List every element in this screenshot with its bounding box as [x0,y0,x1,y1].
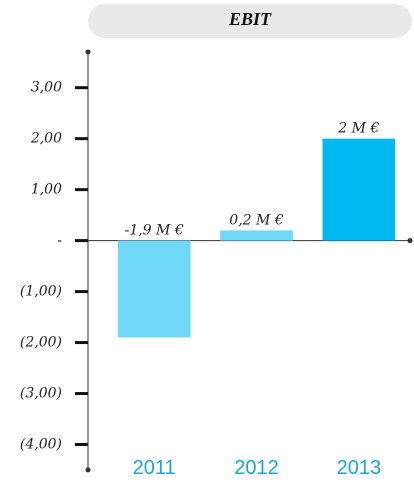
axis-dot [85,49,91,55]
axis-dot [407,238,413,244]
y-tick-label: (1,00) [20,284,62,300]
data-label: -1,9 M € [125,223,184,239]
y-tick-label: (3,00) [20,386,62,402]
chart-title: EBIT [228,9,272,29]
y-tick-label: 2,00 [30,131,62,147]
title-pill [88,4,412,38]
y-tick-label: - [57,233,62,249]
x-tick-label: 2011 [133,457,176,479]
x-tick-label: 2012 [234,457,279,479]
bar [117,240,191,338]
data-label: 2 M € [337,121,379,137]
y-tick-label: (4,00) [20,437,62,453]
data-label: 0,2 M € [229,212,284,228]
x-tick-label: 2013 [337,457,382,479]
axis-dot [85,467,91,473]
y-tick-label: 1,00 [31,182,62,198]
bar [322,138,396,241]
y-tick-label: (2,00) [20,335,62,351]
bar [220,230,293,241]
y-tick-label: 3,00 [31,80,62,96]
